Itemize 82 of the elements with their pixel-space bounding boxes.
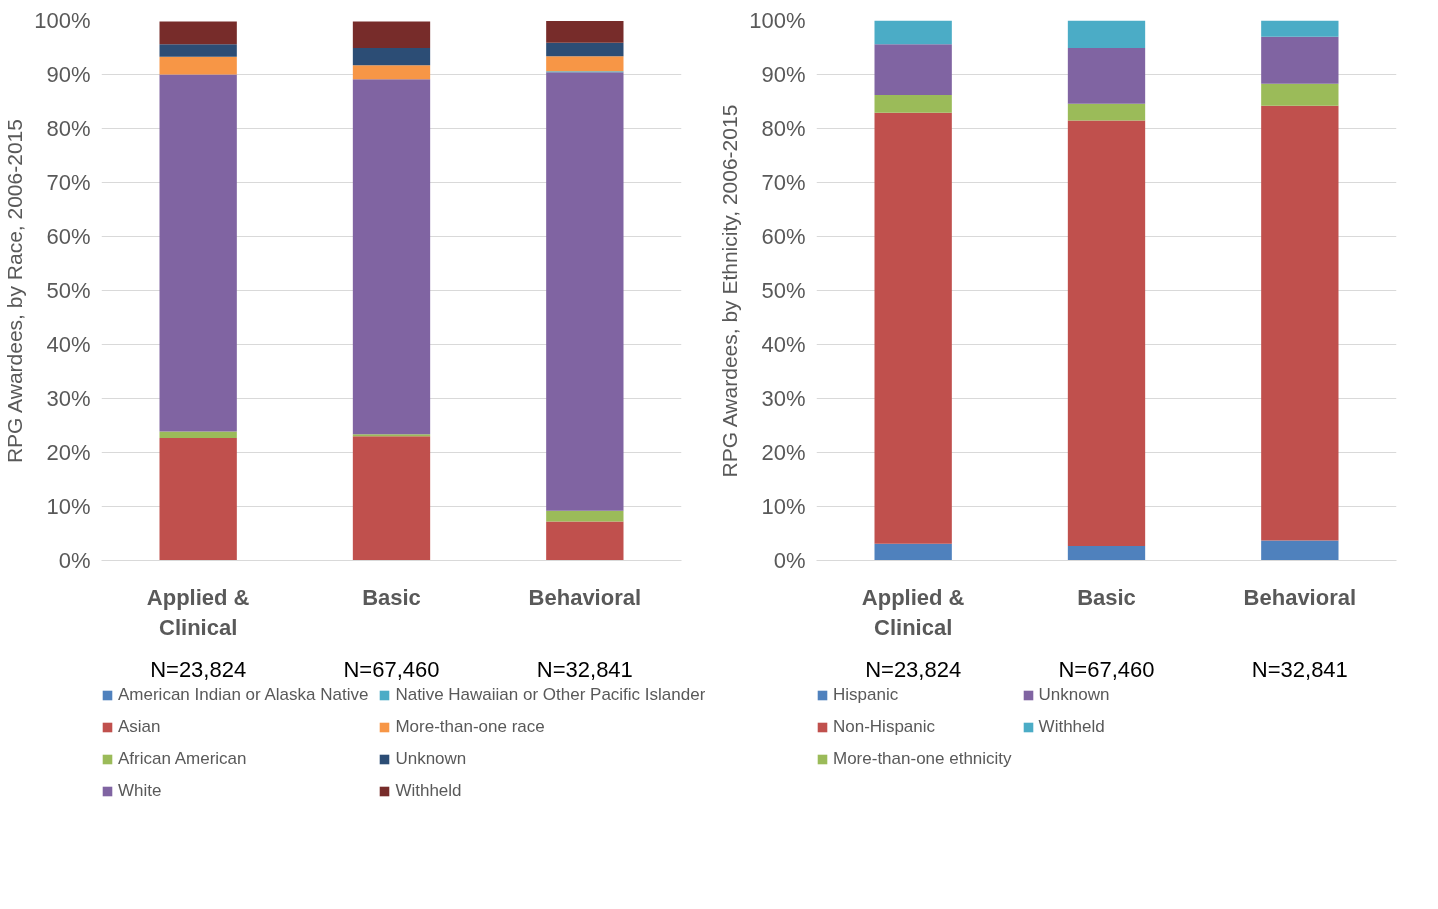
y-tick-label: 100% <box>34 8 91 33</box>
y-tick-label: 100% <box>749 8 806 33</box>
bar <box>1261 36 1339 84</box>
bar <box>546 56 624 72</box>
legend-label: Withheld <box>395 780 462 802</box>
legend-label: White <box>118 780 162 802</box>
bar <box>546 42 624 57</box>
y-tick-label: 30% <box>761 386 806 411</box>
bar <box>1261 83 1339 106</box>
y-tick-label: 60% <box>46 224 91 249</box>
bar <box>1261 540 1339 561</box>
text: N=32,841 <box>1251 656 1348 682</box>
bar <box>546 510 624 522</box>
bar <box>1067 545 1146 561</box>
y-tick-label: 70% <box>46 170 91 195</box>
legend-label: Hispanic <box>833 684 899 706</box>
text: N=32,841 <box>536 656 633 682</box>
y-tick-label: 0% <box>773 548 806 573</box>
y-tick-label: 50% <box>46 278 91 303</box>
bar <box>352 79 431 435</box>
bar <box>159 21 237 45</box>
bar <box>1261 105 1339 541</box>
bar <box>352 21 431 49</box>
y-tick-label: 70% <box>761 170 806 195</box>
bar <box>874 20 952 45</box>
bar <box>1067 120 1146 546</box>
legend-label: Non-Hispanic <box>833 716 936 738</box>
y-tick-label: 80% <box>761 116 806 141</box>
y-tick-label: 10% <box>761 494 806 519</box>
y-tick-label: 80% <box>46 116 91 141</box>
y-tick-label: 90% <box>46 62 91 87</box>
y-tick-label: 10% <box>46 494 91 519</box>
bar <box>1067 48 1146 104</box>
legend-label: Asian <box>118 716 161 738</box>
y-tick-label: 40% <box>46 332 91 357</box>
bar <box>546 21 624 43</box>
y-axis-title: RPG Awardees, by Race, 2006-2015 <box>3 119 27 464</box>
bar <box>1261 20 1339 37</box>
bar <box>546 521 624 561</box>
legend-label: Unknown <box>1038 684 1110 706</box>
bar <box>1067 20 1146 49</box>
bar <box>159 74 237 432</box>
bar <box>352 48 431 66</box>
bar <box>352 434 431 437</box>
text: N=67,460 <box>1058 656 1155 682</box>
legend-label: Unknown <box>395 748 467 770</box>
x-tick-label: Basic <box>1077 584 1136 610</box>
legend-label: American Indian or Alaska Native <box>118 684 369 706</box>
bar <box>159 431 237 438</box>
y-tick-label: 90% <box>761 62 806 87</box>
bar <box>1067 103 1146 121</box>
legend-label: Native Hawaiian or Other Pacific Islander <box>395 684 706 706</box>
y-tick-label: 40% <box>761 332 806 357</box>
bar <box>874 95 952 113</box>
x-tick-label: Behavioral <box>528 584 642 610</box>
text: N=67,460 <box>343 656 440 682</box>
legend-label: More-than-one race <box>395 716 545 738</box>
bar <box>352 436 431 561</box>
y-tick-label: 20% <box>761 440 806 465</box>
bar <box>352 65 431 80</box>
bar <box>874 44 952 96</box>
x-tick-label: Applied & Clinical <box>861 584 965 640</box>
y-axis-title: RPG Awardees, by Ethnicity, 2006-2015 <box>718 104 742 478</box>
x-tick-label: Applied & Clinical <box>146 584 250 640</box>
bar <box>159 437 237 561</box>
legend-label: African American <box>118 748 247 770</box>
bar <box>874 112 952 544</box>
bar <box>874 543 952 561</box>
bar <box>159 44 237 57</box>
y-tick-label: 20% <box>46 440 91 465</box>
legend-label: More-than-one ethnicity <box>833 748 1012 770</box>
bar <box>159 56 237 75</box>
bar <box>546 72 624 511</box>
legend-label: Withheld <box>1038 716 1105 738</box>
y-tick-label: 30% <box>46 386 91 411</box>
y-tick-label: 0% <box>58 548 91 573</box>
x-tick-label: Basic <box>362 584 421 610</box>
y-tick-label: 50% <box>761 278 806 303</box>
text: N=23,824 <box>150 656 247 682</box>
x-tick-label: Behavioral <box>1243 584 1357 610</box>
y-tick-label: 60% <box>761 224 806 249</box>
text: N=23,824 <box>865 656 962 682</box>
